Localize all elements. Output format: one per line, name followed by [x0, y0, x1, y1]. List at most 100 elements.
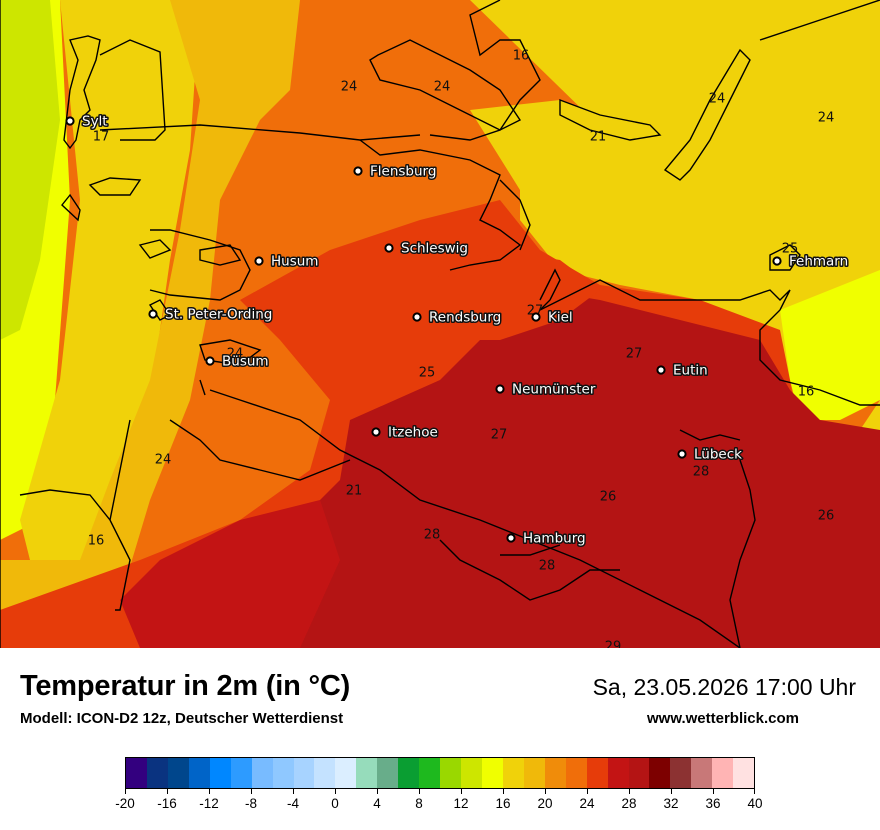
isoline-label: 24 — [709, 92, 726, 107]
city-sylt: Sylt — [65, 112, 109, 131]
isoline-label: 16 — [798, 385, 815, 400]
legend-tick-label: 8 — [415, 796, 423, 811]
legend-swatch — [607, 758, 629, 788]
legend-tick-label: 16 — [495, 796, 511, 811]
isoline-label: 27 — [491, 428, 508, 443]
legend-swatch — [733, 758, 755, 788]
legend-swatch — [502, 758, 524, 788]
temp-field-bright-yellow — [780, 270, 880, 420]
legend-swatch — [251, 758, 273, 788]
legend-swatch — [440, 758, 461, 788]
legend-tick — [671, 789, 672, 794]
legend-tick — [293, 789, 294, 794]
isoline-label: 28 — [693, 465, 710, 480]
isoline-label: 24 — [434, 80, 451, 95]
city-l-beck: Lübeck — [677, 445, 744, 464]
isoline-label: 28 — [424, 528, 441, 543]
legend-swatch — [481, 758, 503, 788]
legend-tick-label: 28 — [621, 796, 637, 811]
legend-tick-label: 12 — [453, 796, 469, 811]
city-label: Rendsburg — [429, 310, 501, 326]
city-dot — [656, 365, 666, 375]
forecast-datetime: Sa, 23.05.2026 17:00 Uhr — [592, 674, 856, 700]
isoline-label: 28 — [539, 559, 556, 574]
legend-tick-label: 36 — [705, 796, 721, 811]
city-dot — [254, 256, 264, 266]
city-label: Hamburg — [523, 531, 586, 547]
legend-tick-label: 20 — [537, 796, 553, 811]
city-dot — [353, 166, 363, 176]
legend-tick-label: 24 — [579, 796, 595, 811]
legend-swatch — [523, 758, 545, 788]
legend-tick-label: 4 — [373, 796, 381, 811]
city-schleswig: Schleswig — [384, 239, 470, 258]
temp-field-28-30 — [220, 290, 880, 648]
city-rendsburg: Rendsburg — [412, 308, 503, 327]
city-dot — [772, 256, 782, 266]
legend-swatch — [126, 758, 147, 788]
isoline-label: 25 — [782, 242, 799, 257]
isoline-label: 24 — [818, 111, 835, 126]
coastlines — [0, 0, 880, 648]
legend-tick — [167, 789, 168, 794]
city-dot — [205, 356, 215, 366]
map-title: Temperatur in 2m (in °C) — [20, 670, 351, 702]
isoline-label: 26 — [600, 490, 617, 505]
city-dot — [371, 427, 381, 437]
isoline-label: 16 — [513, 49, 530, 64]
city-b-sum: Büsum — [205, 352, 270, 371]
legend-tick-label: 40 — [747, 796, 763, 811]
legend-swatch — [419, 758, 441, 788]
city-dot — [65, 116, 75, 126]
legend-swatch — [230, 758, 252, 788]
city-label: St. Peter-Ording — [165, 307, 272, 323]
city-label: Husum — [271, 254, 318, 270]
temp-field-orange2 — [0, 0, 300, 648]
city-eutin: Eutin — [656, 361, 709, 380]
city-dot — [531, 312, 541, 322]
legend-swatch — [586, 758, 608, 788]
legend-swatch — [335, 758, 357, 788]
city-dot — [384, 243, 394, 253]
isoline-label: 24 — [227, 347, 244, 362]
city-fehmarn: Fehmarn — [772, 252, 850, 271]
isoline-label: 16 — [88, 534, 105, 549]
city-hamburg: Hamburg — [506, 529, 587, 548]
city-st-peter-ording: St. Peter-Ording — [148, 305, 274, 324]
map-footer: Temperatur in 2m (in °C) Modell: ICON-D2… — [0, 648, 880, 830]
legend-tick — [503, 789, 504, 794]
temp-field-yellow-ne — [470, 100, 880, 390]
city-label: Itzehoe — [388, 425, 438, 441]
website-link[interactable]: www.wetterblick.com — [647, 710, 799, 727]
city-dot — [495, 384, 505, 394]
isoline-label: 26 — [818, 509, 835, 524]
legend-swatch — [712, 758, 734, 788]
legend-tick — [545, 789, 546, 794]
legend-tick-label: 0 — [331, 796, 339, 811]
city-flensburg: Flensburg — [353, 162, 438, 181]
city-husum: Husum — [254, 252, 320, 271]
legend-tick — [125, 789, 126, 794]
city-label: Flensburg — [370, 164, 436, 180]
legend-swatch — [544, 758, 566, 788]
legend-tick-label: -16 — [157, 796, 177, 811]
legend-ticks — [125, 789, 755, 797]
legend-swatch — [209, 758, 231, 788]
legend-swatch — [398, 758, 420, 788]
legend-tick — [461, 789, 462, 794]
city-label: Büsum — [222, 354, 269, 370]
legend-swatch — [272, 758, 294, 788]
city-label: Schleswig — [401, 241, 468, 257]
legend-swatch — [146, 758, 168, 788]
temperature-map: 16 24 24 24 24 17 21 25 27 24 27 25 16 27 24 28 21 26 26 28… — [0, 0, 880, 648]
city-neum-nster: Neumünster — [495, 380, 597, 399]
city-dot — [148, 309, 158, 319]
color-legend — [125, 757, 755, 789]
city-dot — [412, 312, 422, 322]
legend-tick-label: -20 — [115, 796, 135, 811]
isoline-label: 24 — [155, 453, 172, 468]
legend-tick — [754, 789, 755, 794]
model-source: Modell: ICON-D2 12z, Deutscher Wetterdie… — [20, 710, 344, 727]
legend-swatch — [188, 758, 210, 788]
